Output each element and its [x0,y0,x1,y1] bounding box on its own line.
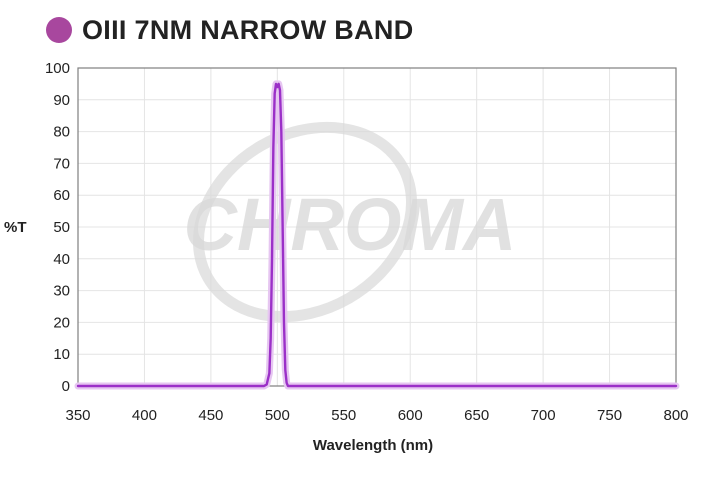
x-axis-label: Wavelength (nm) [313,437,433,454]
y-tick-70: 70 [53,155,70,172]
accent-dot-icon [46,17,72,43]
y-tick-60: 60 [53,187,70,204]
x-tick-600: 600 [398,407,423,424]
watermark: CHROMA [184,121,517,323]
y-axis-label: %T [4,219,27,236]
x-tick-550: 550 [331,407,356,424]
series-layer [74,80,680,390]
x-tick-400: 400 [132,407,157,424]
chart-title: OIII 7NM NARROW BAND [82,14,414,45]
y-tick-90: 90 [53,92,70,109]
y-tick-0: 0 [62,378,70,395]
series-0-line [76,82,678,388]
x-tick-800: 800 [663,407,688,424]
y-tick-50: 50 [53,219,70,236]
x-tick-450: 450 [198,407,223,424]
y-tick-80: 80 [53,124,70,141]
watermark-swoosh [192,121,418,323]
y-tick-100: 100 [45,60,70,77]
x-tick-650: 650 [464,407,489,424]
x-tick-500: 500 [265,407,290,424]
x-tick-350: 350 [65,407,90,424]
x-tick-labels: 350 400 450 500 550 600 650 700 750 800 [65,407,688,424]
y-tick-10: 10 [53,346,70,363]
y-tick-20: 20 [53,314,70,331]
y-tick-30: 30 [53,283,70,300]
x-tick-700: 700 [531,407,556,424]
y-tick-labels: 0 10 20 30 40 50 60 70 80 90 100 [45,60,70,395]
chart-header: OIII 7NM NARROW BAND [46,10,414,50]
x-tick-750: 750 [597,407,622,424]
watermark-text: CHROMA [184,183,517,266]
y-tick-40: 40 [53,251,70,268]
